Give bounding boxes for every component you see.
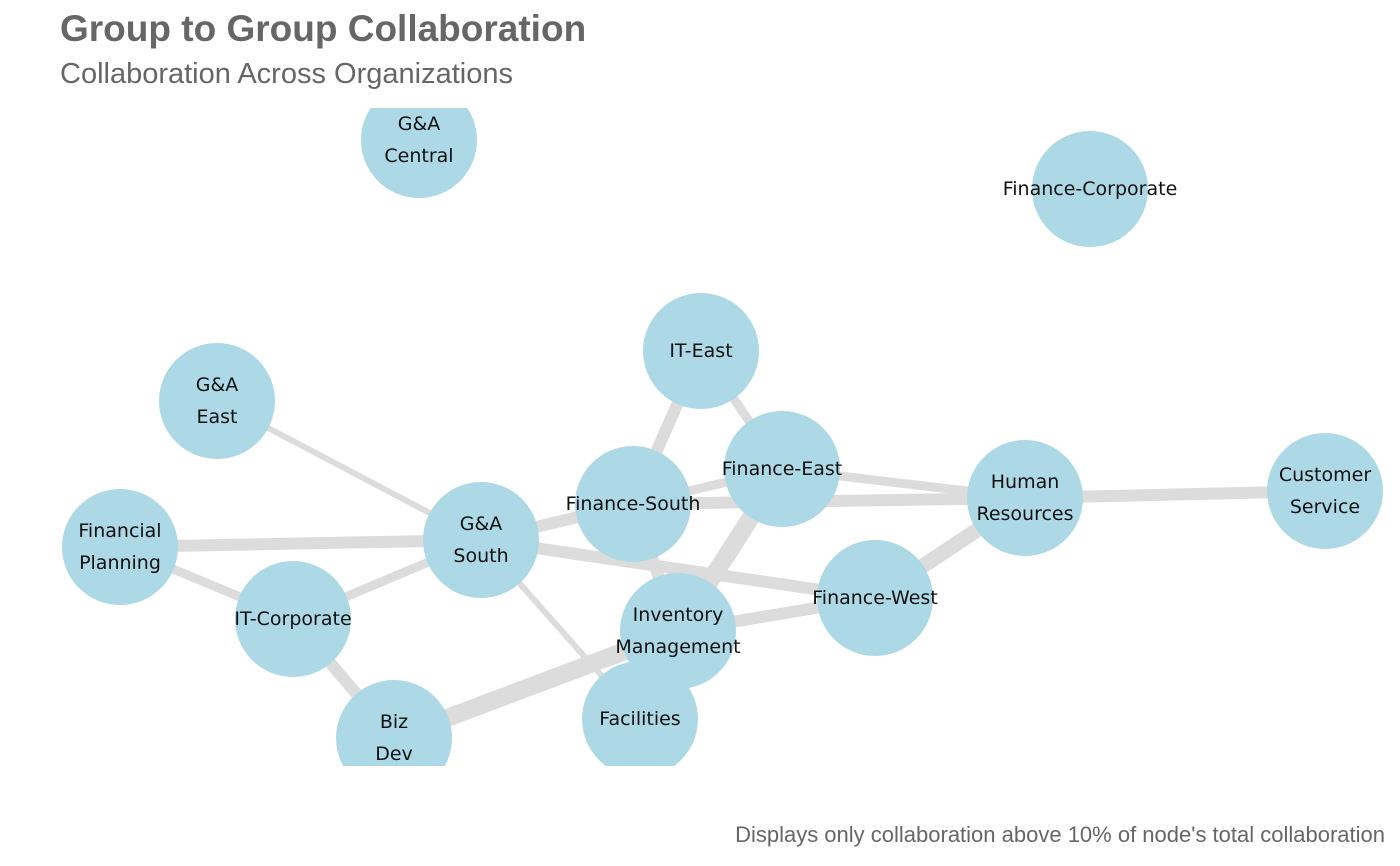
node-circle (620, 573, 736, 689)
chart-subtitle: Collaboration Across Organizations (60, 58, 513, 90)
node-label: East (197, 406, 238, 428)
node-customer_service[interactable]: Customer Service (1267, 433, 1383, 549)
node-label: Finance-West (812, 587, 938, 609)
node-human_resources[interactable]: Human Resources (967, 440, 1083, 556)
chart-caption: Displays only collaboration above 10% of… (735, 822, 1385, 847)
node-biz_dev[interactable]: Biz Dev (336, 680, 452, 796)
node-layer: G&A Central Finance-Corporate IT-East G&A Eas… (62, 82, 1383, 796)
node-circle (643, 293, 759, 409)
node-label: Service (1290, 496, 1360, 518)
node-ga_east[interactable]: G&A East (159, 343, 275, 459)
node-label: Finance-South (566, 493, 701, 515)
node-finance_east[interactable]: Finance-East (722, 411, 843, 527)
node-inventory_management[interactable]: Inventory Management (615, 573, 741, 689)
node-financial_planning[interactable]: Financial Planning (62, 489, 178, 605)
node-circle (582, 661, 698, 766)
node-label: Central (384, 145, 453, 167)
node-finance_south[interactable]: Finance-South (566, 446, 701, 562)
node-circle (575, 446, 691, 562)
node-label: G&A (196, 374, 239, 396)
node-circle (159, 343, 275, 459)
node-label: Planning (79, 552, 161, 574)
node-label: Human (991, 471, 1060, 493)
node-circle (1267, 433, 1383, 549)
node-circle (423, 482, 539, 598)
node-circle (817, 540, 933, 656)
node-label: Finance-East (722, 458, 843, 480)
node-label: Finance-Corporate (1003, 178, 1178, 200)
node-circle (1032, 131, 1148, 247)
node-it_east[interactable]: IT-East (643, 293, 759, 409)
node-circle (724, 411, 840, 527)
node-label: Facilities (599, 708, 680, 730)
node-label: Management (615, 636, 740, 658)
node-ga_south[interactable]: G&A South (423, 482, 539, 598)
node-facilities[interactable]: Facilities (582, 661, 698, 777)
node-label: South (453, 545, 508, 567)
node-finance_corporate[interactable]: Finance-Corporate (1003, 131, 1178, 247)
node-label: Inventory (633, 604, 724, 626)
node-label: Dev (375, 743, 413, 765)
node-circle (361, 108, 477, 198)
node-label: G&A (460, 513, 503, 535)
node-circle (967, 440, 1083, 556)
edge-ga_south-finance_west (480, 534, 876, 604)
node-label: G&A (398, 113, 441, 135)
node-finance_west[interactable]: Finance-West (812, 540, 938, 656)
node-label: IT-Corporate (234, 608, 351, 630)
edge-financial_planning-ga_south (119, 534, 482, 553)
chart-title: Group to Group Collaboration (60, 8, 587, 49)
node-circle (336, 680, 452, 766)
node-label: Customer (1279, 464, 1371, 486)
node-label: Financial (78, 520, 161, 542)
node-label: Resources (976, 503, 1073, 525)
node-label: Biz (380, 711, 408, 733)
node-it_corporate[interactable]: IT-Corporate (234, 561, 352, 677)
node-circle (62, 489, 178, 605)
node-label: IT-East (669, 340, 732, 362)
edge-layer (118, 348, 1326, 747)
node-circle (235, 561, 351, 677)
node-ga_central[interactable]: G&A Central (361, 82, 477, 198)
